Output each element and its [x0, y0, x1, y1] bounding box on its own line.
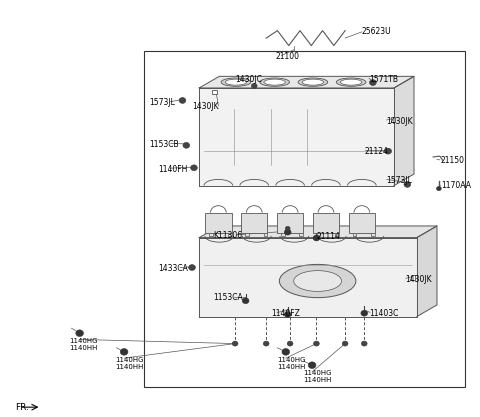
Bar — [228, 233, 231, 236]
Text: 1140HG
1140HH: 1140HG 1140HH — [303, 370, 332, 383]
Circle shape — [282, 349, 289, 355]
Circle shape — [308, 362, 316, 369]
Circle shape — [242, 298, 249, 304]
Ellipse shape — [279, 264, 356, 298]
Text: 1573JL: 1573JL — [149, 98, 175, 107]
Circle shape — [264, 341, 269, 346]
Bar — [317, 233, 321, 236]
Text: 1430JC: 1430JC — [235, 75, 262, 84]
Text: 1430JK: 1430JK — [405, 275, 432, 284]
Ellipse shape — [294, 271, 342, 291]
Bar — [336, 233, 339, 236]
Circle shape — [370, 80, 376, 85]
Text: 21100: 21100 — [276, 52, 300, 61]
Polygon shape — [394, 76, 414, 186]
Bar — [264, 233, 267, 236]
Bar — [391, 118, 396, 122]
Circle shape — [385, 148, 392, 154]
Circle shape — [313, 341, 319, 346]
Circle shape — [361, 341, 367, 346]
Ellipse shape — [302, 79, 324, 85]
Text: K11306: K11306 — [214, 231, 243, 240]
Ellipse shape — [336, 78, 366, 86]
Bar — [241, 213, 267, 233]
Polygon shape — [417, 226, 437, 317]
Bar — [348, 213, 375, 233]
Bar — [371, 233, 375, 236]
Text: 1430JK: 1430JK — [386, 117, 412, 126]
Text: 1433CA: 1433CA — [158, 264, 189, 273]
Text: 21114: 21114 — [316, 232, 340, 241]
Bar — [281, 233, 285, 236]
Ellipse shape — [221, 78, 251, 86]
Bar — [277, 213, 303, 233]
Bar — [300, 233, 303, 236]
Ellipse shape — [340, 79, 362, 85]
Circle shape — [284, 311, 291, 317]
Bar — [352, 233, 356, 236]
Text: 1573JL: 1573JL — [386, 176, 412, 185]
Text: FR.: FR. — [15, 403, 29, 412]
Circle shape — [183, 143, 190, 148]
Circle shape — [120, 349, 128, 355]
Text: 1153CB: 1153CB — [149, 140, 179, 148]
Text: 1140FZ: 1140FZ — [271, 309, 300, 318]
Text: 25623U: 25623U — [362, 28, 392, 36]
Ellipse shape — [225, 79, 247, 85]
Circle shape — [179, 98, 186, 103]
Polygon shape — [199, 238, 417, 317]
Circle shape — [287, 341, 293, 346]
Circle shape — [342, 341, 348, 346]
Circle shape — [284, 229, 291, 235]
Polygon shape — [199, 88, 394, 186]
Circle shape — [76, 330, 84, 337]
Circle shape — [313, 235, 320, 241]
Bar — [313, 213, 339, 233]
Polygon shape — [199, 76, 414, 88]
Circle shape — [361, 310, 368, 316]
Circle shape — [191, 165, 197, 171]
Text: 11403C: 11403C — [369, 309, 398, 318]
Bar — [144, 50, 465, 387]
Text: 1170AA: 1170AA — [441, 181, 471, 190]
Ellipse shape — [264, 79, 285, 85]
Bar — [212, 90, 217, 94]
Text: 21150: 21150 — [441, 156, 465, 165]
Text: 1140HG
1140HH: 1140HG 1140HH — [69, 338, 97, 351]
Circle shape — [404, 181, 411, 187]
Ellipse shape — [298, 78, 328, 86]
Text: 1140HG
1140HH: 1140HG 1140HH — [116, 357, 144, 369]
Text: 1153CA: 1153CA — [214, 293, 243, 302]
Circle shape — [252, 83, 257, 88]
Text: 1571TB: 1571TB — [369, 75, 398, 84]
Text: 1140FH: 1140FH — [158, 165, 188, 173]
Circle shape — [189, 265, 195, 271]
Bar — [205, 213, 231, 233]
Circle shape — [232, 341, 238, 346]
Text: 21124: 21124 — [364, 147, 388, 156]
Circle shape — [285, 226, 290, 231]
Circle shape — [436, 186, 441, 191]
Text: 1430JK: 1430JK — [192, 102, 219, 111]
Bar — [209, 233, 213, 236]
Text: 1140HG
1140HH: 1140HG 1140HH — [277, 357, 306, 369]
Polygon shape — [199, 226, 437, 238]
Ellipse shape — [260, 78, 289, 86]
Bar — [245, 233, 249, 236]
Bar — [411, 275, 416, 279]
